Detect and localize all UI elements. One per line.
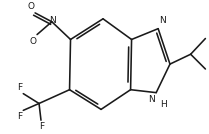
Text: O: O xyxy=(29,37,36,46)
Text: H: H xyxy=(160,100,167,109)
Text: F: F xyxy=(17,83,22,92)
Text: N: N xyxy=(50,16,56,25)
Text: F: F xyxy=(40,122,45,131)
Text: F: F xyxy=(17,112,22,121)
Text: O: O xyxy=(27,2,34,11)
Text: N: N xyxy=(159,16,166,25)
Text: N: N xyxy=(148,95,155,104)
